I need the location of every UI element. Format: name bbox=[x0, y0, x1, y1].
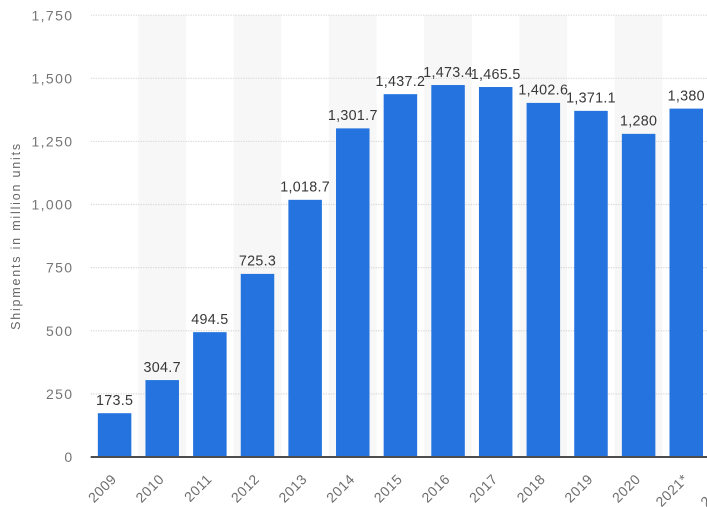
svg-text:304.7: 304.7 bbox=[144, 360, 181, 376]
svg-text:250: 250 bbox=[46, 386, 74, 402]
svg-text:0: 0 bbox=[64, 449, 73, 465]
svg-text:494.5: 494.5 bbox=[191, 312, 228, 328]
svg-text:1,000: 1,000 bbox=[31, 197, 73, 213]
svg-text:1,750: 1,750 bbox=[31, 7, 73, 23]
svg-text:500: 500 bbox=[46, 323, 74, 339]
svg-text:1,380: 1,380 bbox=[668, 88, 705, 104]
svg-text:1,250: 1,250 bbox=[31, 134, 73, 150]
svg-text:1,371.1: 1,371.1 bbox=[566, 91, 616, 107]
svg-text:1,500: 1,500 bbox=[31, 70, 73, 86]
svg-text:1,473.4: 1,473.4 bbox=[423, 65, 473, 81]
svg-text:1,465.5: 1,465.5 bbox=[471, 67, 521, 83]
svg-text:173.5: 173.5 bbox=[96, 393, 133, 409]
svg-text:1,301.7: 1,301.7 bbox=[328, 108, 378, 124]
svg-text:1,402.6: 1,402.6 bbox=[518, 83, 568, 99]
svg-text:1,437.2: 1,437.2 bbox=[375, 74, 425, 90]
svg-text:725.3: 725.3 bbox=[239, 254, 276, 270]
svg-text:1,280: 1,280 bbox=[620, 114, 657, 130]
svg-text:1,018.7: 1,018.7 bbox=[280, 180, 330, 196]
svg-text:Shipments in million units: Shipments in million units bbox=[9, 142, 23, 330]
svg-text:750: 750 bbox=[46, 260, 74, 276]
